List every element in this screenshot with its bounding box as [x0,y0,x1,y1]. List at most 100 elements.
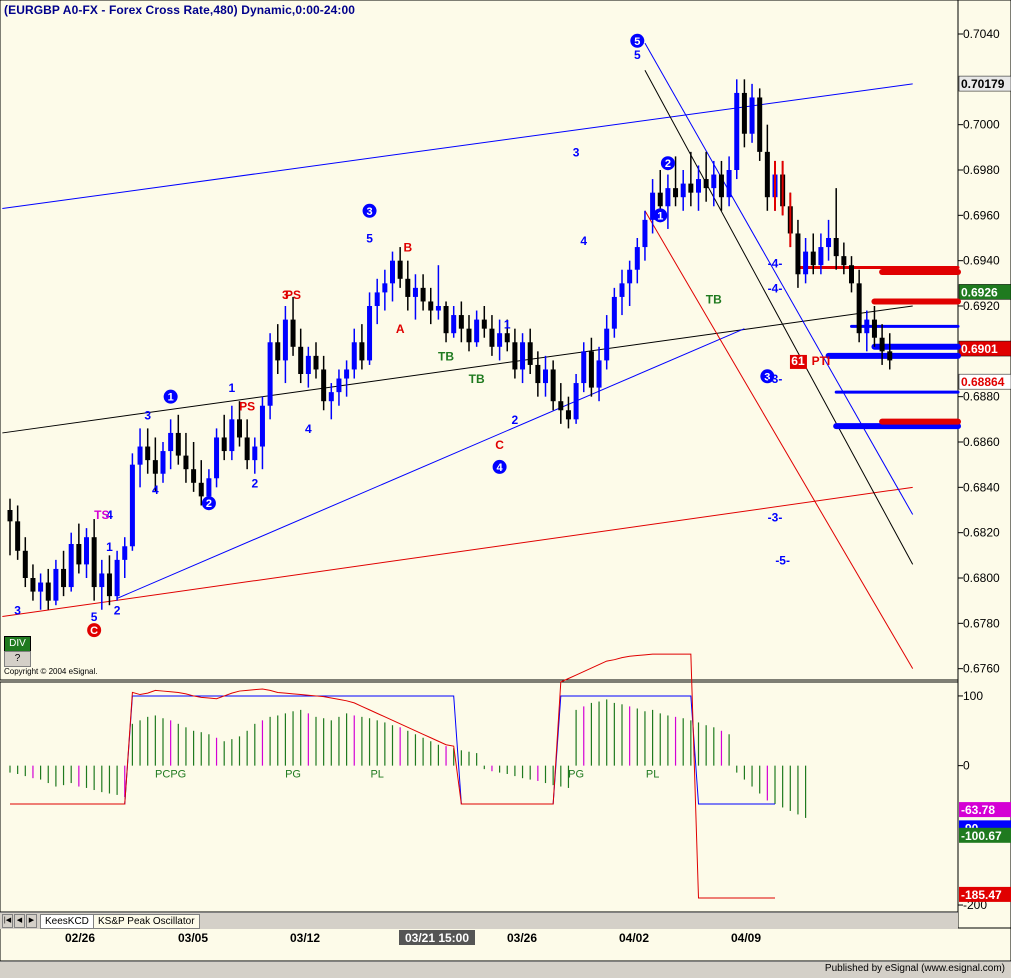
candle-body [619,283,625,297]
candle-body [152,460,158,474]
prev-page-button[interactable]: ◀ [14,914,25,928]
pattern-label: TB [706,293,722,307]
price-marker-box [958,373,1011,390]
wave-label: 3 [282,288,289,302]
candle-body [634,247,640,270]
wave-circle [201,496,216,511]
candle-body [856,283,862,334]
candle-body [61,568,67,588]
candle-body [344,369,350,379]
candle-body [252,446,258,461]
x-tick-label: 04/09 [731,931,761,945]
candle-body [543,369,548,384]
tab-peak-oscillator[interactable]: KS&P Peak Oscillator [93,914,200,929]
candle-body [696,179,701,193]
candle-body [374,292,380,306]
x-tick-label: 03/26 [507,931,537,945]
candle-body [420,287,426,302]
candle-body [122,546,128,560]
candle-body [244,437,250,461]
candle-body [237,419,242,438]
candle-body [841,256,847,266]
label-box [789,354,807,369]
pattern-label: -5- [775,553,790,567]
candle-body [512,342,518,370]
candle-body [114,559,120,597]
pattern-label: PS [239,399,255,413]
tab-keeskcd[interactable]: KeesKCD [40,914,94,929]
trend-line [116,328,745,599]
div-button[interactable]: DIV [4,636,31,652]
candle-body [718,174,724,198]
price-marker-label: 0.6926 [961,285,998,299]
candle-body [489,328,495,347]
pattern-label: -4- [768,281,783,295]
wave-label: A [396,322,405,336]
wave-label: 5 [91,610,98,624]
candle-body [68,544,74,588]
candle-body [206,478,212,497]
help-button[interactable]: ? [4,651,31,667]
candle-body [367,306,373,361]
osc-pattern-label: PG [285,769,301,781]
osc-pattern-label: PCPG [155,769,186,781]
candle-body [84,537,89,565]
next-page-button[interactable]: ▶ [26,914,37,928]
candle-body [38,582,44,592]
candle-body [497,333,503,347]
wave-label: 5 [634,48,641,62]
wave-circle [653,208,668,223]
candle-body [818,247,824,266]
candle-body [795,233,801,275]
y-tick-label: 0.7000 [963,118,1000,132]
candle-body [520,342,526,370]
candle-body [535,364,541,384]
candle-body [137,446,143,465]
candle-body [168,432,174,452]
first-page-button[interactable]: |◀ [2,914,13,928]
candle-body [726,170,732,198]
candle-body [412,287,418,297]
candle-body [390,260,395,284]
candle-body [627,269,633,284]
osc-marker-label: -100.67 [961,829,1002,843]
pattern-label: -3- [768,510,783,524]
candle-body [764,151,770,198]
y-tick-label: 0.6920 [963,299,1000,313]
candle-body [15,521,21,551]
y-tick-label: 0.6940 [963,254,1000,268]
y-tick-label: 0.6960 [963,208,1000,222]
publisher-text: Published by eSignal (www.esignal.com) [824,963,1005,974]
candle-body [275,342,281,361]
wave-label: 1 [229,381,236,395]
wave-circle-label: 2 [665,158,671,170]
y-tick-label: 0.6800 [963,571,1000,585]
pattern-label: TS [94,508,109,522]
candle-body [833,238,839,257]
candle-body [657,192,663,207]
price-marker-box [958,284,1011,300]
status-bar: Published by eSignal (www.esignal.com) [0,961,1011,978]
wave-circle-label: 4 [497,462,504,474]
candle-body [22,550,28,578]
candle-body [741,92,747,134]
candle-body [428,301,434,311]
candle-body [611,296,617,329]
candle-body [451,315,457,334]
candle-body [30,578,36,592]
candle-body [749,97,755,134]
candle-body [527,342,533,365]
osc-marker-label: -63.78 [961,803,995,817]
price-marker-label: 0.6901 [961,342,998,356]
osc-pattern-label: PL [370,769,383,781]
candle-body [336,378,342,393]
wave-circle [492,459,507,474]
wave-circle [760,369,775,384]
candle-body [321,369,327,402]
wave-circle-label: 3 [764,371,770,383]
price-marker-box [958,75,1011,92]
y-tick-label: 0.6820 [963,526,1000,540]
candle-body [887,351,893,361]
candle-body [803,251,809,275]
wave-circle-label: 1 [168,392,174,404]
